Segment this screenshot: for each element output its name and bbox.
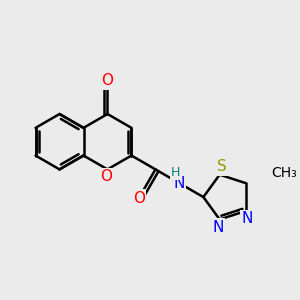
Text: O: O [101,73,113,88]
Text: N: N [213,220,224,235]
Text: O: O [133,190,145,206]
Text: N: N [174,176,185,191]
Text: H: H [171,166,180,179]
Text: O: O [100,169,112,184]
Text: CH₃: CH₃ [271,166,296,180]
Text: N: N [242,211,253,226]
Text: S: S [217,159,227,174]
